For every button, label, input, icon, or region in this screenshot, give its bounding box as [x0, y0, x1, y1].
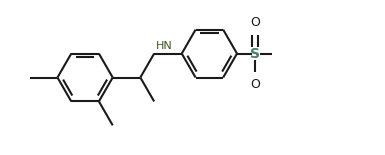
Text: HN: HN [156, 41, 173, 51]
Text: O: O [250, 16, 260, 29]
Text: S: S [250, 47, 260, 61]
Text: O: O [250, 78, 260, 91]
